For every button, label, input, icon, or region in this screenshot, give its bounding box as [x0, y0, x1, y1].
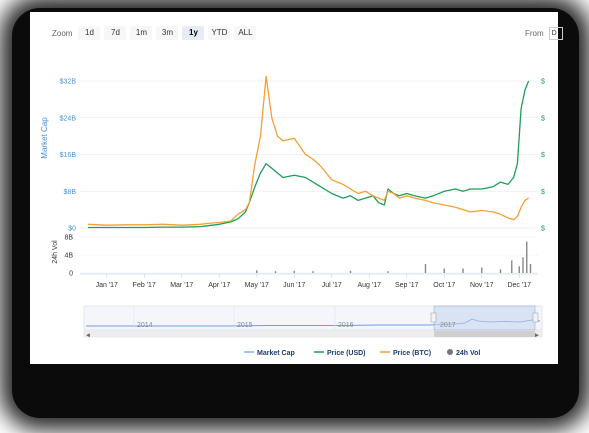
- navigator-year-label: 2016: [338, 322, 354, 329]
- y-tick-label: $32B: [60, 79, 77, 86]
- x-tick-label: Sep '17: [395, 282, 419, 289]
- right-y-tick-label: $: [541, 152, 545, 159]
- y-tick-label: $24B: [60, 115, 77, 122]
- volume-tick-label: 4B: [64, 253, 73, 260]
- x-axis-ticks: Jan '17 Feb '17 Mar '17 Apr '17 May '17 Jun '…: [80, 274, 538, 289]
- volume-bars: [256, 242, 531, 274]
- volume-bar: [350, 271, 351, 273]
- navigator-scrollbar[interactable]: ◀ ▶: [84, 331, 542, 339]
- volume-bar: [294, 271, 295, 273]
- legend-label: Price (USD): [327, 350, 366, 357]
- scroll-right-arrow[interactable]: ▶: [535, 333, 539, 339]
- y-tick-label: $8B: [64, 189, 77, 196]
- x-tick-label: May '17: [245, 282, 269, 289]
- volume-bar: [275, 271, 276, 273]
- series-lines: [88, 76, 529, 227]
- legend-item[interactable]: 24h Vol: [447, 349, 480, 357]
- x-tick-label: Oct '17: [433, 282, 455, 289]
- x-tick-label: Jun '17: [283, 282, 305, 289]
- volume-bar: [481, 268, 482, 273]
- legend: Market Cap Price (USD) Price (BTC) 24h Vol: [244, 349, 480, 357]
- legend-label: 24h Vol: [456, 350, 480, 357]
- navigator-year-label: 2017: [440, 322, 456, 329]
- volume-bar: [425, 264, 426, 273]
- y-axis-label: Market Cap: [40, 117, 49, 159]
- volume-bar: [387, 271, 388, 273]
- volume-bar: [530, 264, 531, 273]
- volume-tick-label: 8B: [64, 235, 73, 242]
- scrollbar-thumb[interactable]: [434, 331, 535, 337]
- volume-bar: [500, 269, 501, 273]
- legend-item[interactable]: Market Cap: [244, 350, 295, 357]
- navigator-handle-left[interactable]: [431, 313, 436, 322]
- volume-bar: [444, 269, 445, 274]
- volume-axis-label: 24h Vol: [52, 240, 59, 264]
- x-tick-label: Apr '17: [208, 282, 230, 289]
- navigator-year-label: 2014: [137, 322, 153, 329]
- legend-item[interactable]: Price (BTC): [380, 350, 431, 357]
- right-y-tick-label: $: [541, 189, 545, 196]
- navigator-handle-right[interactable]: [533, 313, 538, 322]
- volume-tick-label: 0: [69, 271, 73, 278]
- x-tick-label: Mar '17: [170, 282, 193, 289]
- legend-marker: [447, 349, 453, 355]
- volume-bar: [526, 242, 527, 274]
- x-tick-label: Dec '17: [507, 282, 531, 289]
- navigator[interactable]: 2014 2015 2016 2017: [84, 306, 542, 330]
- x-tick-label: Feb '17: [133, 282, 156, 289]
- series-line: [88, 76, 529, 225]
- x-tick-label: Jan '17: [96, 282, 118, 289]
- legend-label: Price (BTC): [393, 350, 431, 357]
- x-tick-label: Jul '17: [322, 282, 342, 289]
- volume-bar: [256, 270, 257, 273]
- right-y-tick-label: $: [541, 79, 545, 86]
- volume-axis-ticks: 0 4B 8B: [64, 235, 73, 278]
- volume-bar: [519, 266, 520, 273]
- scroll-left-arrow[interactable]: ◀: [86, 333, 90, 339]
- right-y-tick-label: $: [541, 115, 545, 122]
- volume-bar: [462, 269, 463, 274]
- y-axis-ticks: $0 $8B $16B $24B $32B: [60, 79, 77, 233]
- x-tick-label: Aug '17: [357, 282, 381, 289]
- volume-bar: [511, 260, 512, 273]
- x-tick-label: Nov '17: [470, 282, 494, 289]
- y-tick-label: $0: [68, 226, 76, 233]
- right-y-axis-ticks: $ $ $ $ $: [541, 79, 545, 233]
- navigator-year-label: 2015: [237, 322, 253, 329]
- y-tick-label: $16B: [60, 152, 77, 159]
- volume-bar: [522, 257, 523, 273]
- right-y-tick-label: $: [541, 226, 545, 233]
- legend-item[interactable]: Price (USD): [314, 350, 366, 357]
- grid-lines: [80, 81, 538, 273]
- volume-bar: [312, 271, 313, 273]
- legend-label: Market Cap: [257, 350, 295, 357]
